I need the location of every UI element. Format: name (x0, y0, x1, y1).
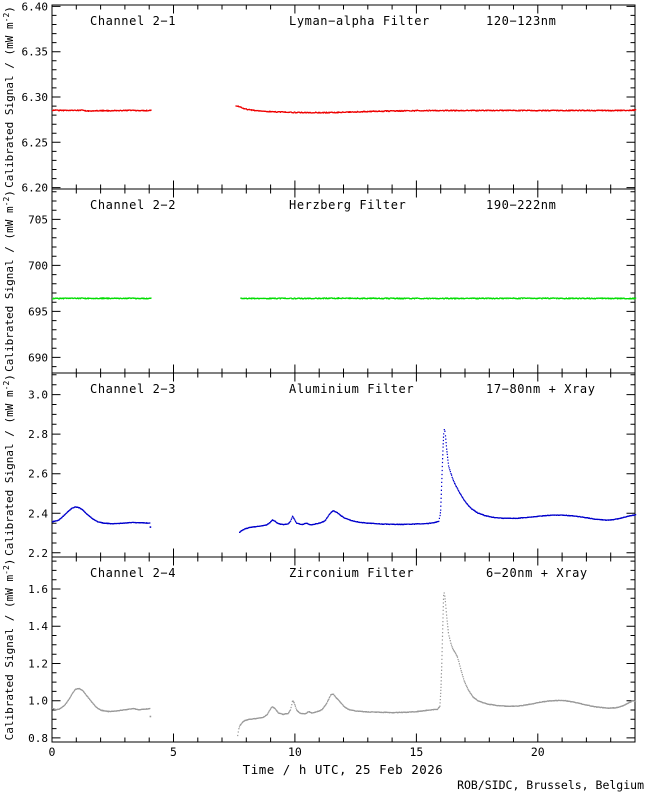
axis-ticks (51, 5, 636, 189)
trace-channel-2-4 (237, 592, 637, 737)
y-axis-title: Calibrated Signal / (mW m-2) (2, 190, 16, 372)
trace-channel-2-3 (52, 506, 151, 525)
band-label: 190−222nm (486, 198, 556, 212)
x-tick-label: 5 (170, 745, 177, 759)
y-tick-label: 1.0 (28, 695, 48, 708)
y-tick-label: 705 (28, 213, 48, 226)
trace-channel-2-2 (240, 297, 637, 300)
channel-label: Channel 2−1 (90, 14, 176, 28)
y-tick-label: 6.20 (22, 182, 49, 195)
y-tick-label: 2.4 (28, 507, 48, 520)
channel-label: Channel 2−2 (90, 198, 176, 212)
x-tick-label: 0 (49, 745, 56, 759)
y-tick-label: 6.25 (22, 136, 49, 149)
axis-ticks (51, 557, 636, 742)
panel-frame (51, 556, 636, 743)
filter-label: Herzberg Filter (289, 198, 406, 212)
x-tick-label: 15 (409, 745, 423, 759)
y-tick-label: 6.30 (22, 91, 49, 104)
band-label: 6−20nm + Xray (486, 566, 588, 580)
y-axis-title: Calibrated Signal / (mW m-2) (2, 374, 16, 556)
band-label: 120−123nm (486, 14, 556, 28)
panel-frame (51, 4, 636, 190)
filter-label: Aluminium Filter (289, 382, 414, 396)
y-axis-title: Calibrated Signal / (mW m-2) (2, 6, 16, 188)
band-label: 17−80nm + Xray (486, 382, 596, 396)
y-axis-title: Calibrated Signal / (mW m-2) (2, 559, 16, 741)
y-tick-label: 1.6 (28, 583, 48, 596)
y-tick-label: 6.35 (22, 46, 49, 59)
x-tick-label: 10 (288, 745, 302, 759)
axis-ticks (51, 373, 636, 557)
y-tick-label: 6.40 (22, 0, 49, 13)
y-tick-label: 690 (28, 351, 48, 364)
filter-label: Lyman−alpha Filter (289, 14, 430, 28)
y-tick-label: 2.8 (28, 428, 48, 441)
y-tick-label: 700 (28, 259, 48, 272)
trace-channel-2-3 (239, 428, 637, 534)
x-axis-title: Time / h UTC, 25 Feb 2026 (243, 762, 444, 777)
x-tick-label: 20 (531, 745, 545, 759)
trace-point (149, 715, 152, 718)
panel-frame (51, 372, 636, 558)
filter-label: Zirconium Filter (289, 566, 414, 580)
y-tick-label: 3.0 (28, 389, 48, 402)
trace-channel-2-1 (235, 105, 637, 114)
panel-channel-2-3: 2.2 2.4 2.6 2.8 3.0 Channel 2−3 Aluminium Filt… (2, 372, 637, 560)
y-tick-label: 695 (28, 305, 48, 318)
panel-channel-2-4: 0.8 1.0 1.2 1.4 1.6 Channel 2−4 Zirconium Filt… (2, 556, 637, 759)
credit-text: ROB/SIDC, Brussels, Belgium (457, 778, 644, 792)
panel-channel-2-2: 690 695 700 705 Channel 2−2 Herzberg Filter 19… (2, 188, 637, 374)
channel-label: Channel 2−4 (90, 566, 176, 580)
trace-point (149, 526, 152, 528)
trace-channel-2-2 (52, 297, 152, 300)
channel-label: Channel 2−3 (90, 382, 176, 396)
y-tick-label: 1.4 (28, 620, 48, 633)
y-tick-label: 0.8 (28, 732, 48, 745)
y-tick-label: 2.2 (28, 547, 48, 560)
y-tick-label: 2.6 (28, 468, 48, 481)
trace-channel-2-1 (52, 109, 152, 112)
panel-frame (51, 188, 636, 374)
panels-group: 6.20 6.25 6.30 6.35 6.40 Channel 2−1 Lyman−alp… (2, 0, 637, 759)
axis-ticks (51, 189, 636, 373)
y-tick-label: 1.2 (28, 658, 48, 671)
panel-channel-2-1: 6.20 6.25 6.30 6.35 6.40 Channel 2−1 Lyman−alp… (2, 0, 637, 195)
trace-channel-2-4 (52, 687, 151, 713)
